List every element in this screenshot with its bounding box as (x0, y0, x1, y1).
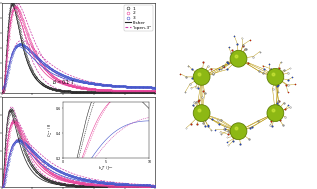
Circle shape (230, 50, 247, 67)
Circle shape (193, 68, 210, 85)
Circle shape (193, 105, 210, 122)
Circle shape (267, 68, 284, 85)
Text: $B = 0.1$ T: $B = 0.1$ T (52, 78, 76, 86)
Legend: 1, 2, 3, Fisher, "open-3": 1, 2, 3, Fisher, "open-3" (124, 5, 153, 31)
Circle shape (230, 123, 247, 140)
Circle shape (267, 105, 284, 122)
